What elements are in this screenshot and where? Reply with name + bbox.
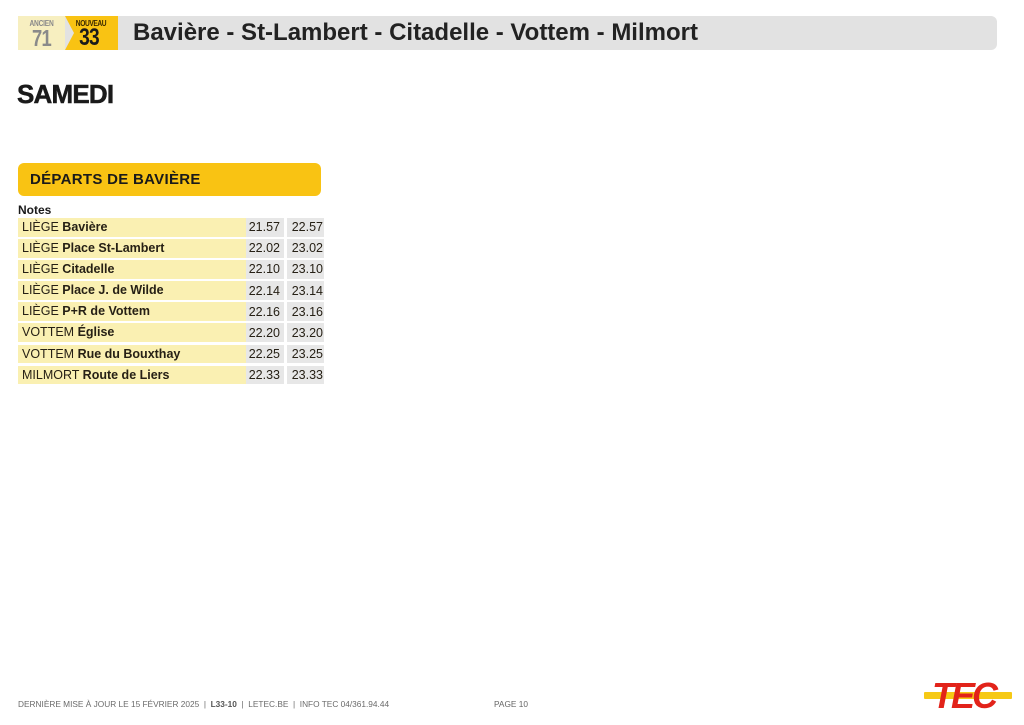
svg-text:TEC: TEC	[932, 675, 999, 715]
